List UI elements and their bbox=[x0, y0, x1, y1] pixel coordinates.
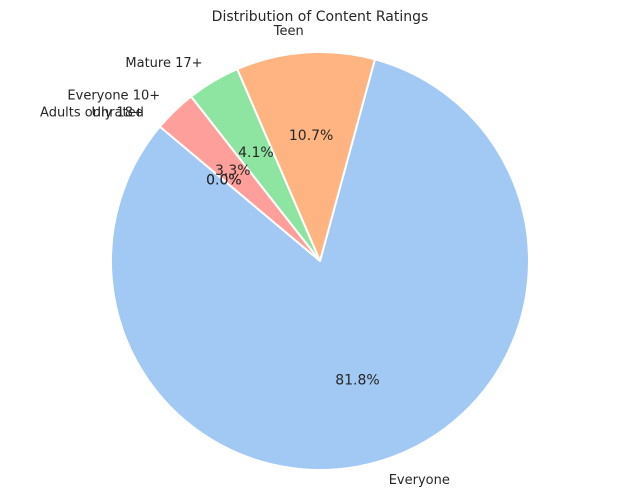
pie-slices bbox=[110, 51, 530, 471]
slice-percent-everyone: 81.8% bbox=[335, 373, 379, 389]
chart-title: Distribution of Content Ratings bbox=[212, 9, 429, 25]
slice-label-unrated: Unrated bbox=[91, 106, 143, 121]
slice-label-adults-only-18: Adults only 18+ bbox=[40, 106, 144, 121]
slice-label-teen: Teen bbox=[273, 24, 304, 39]
slice-percent-mature-17: 4.1% bbox=[238, 145, 274, 161]
slice-percent-adults-only-18: 0.0% bbox=[206, 172, 242, 188]
pie-slice-everyone bbox=[110, 58, 530, 471]
slice-percent-teen: 10.7% bbox=[289, 128, 333, 144]
pie-slice-teen bbox=[236, 51, 376, 262]
slice-label-everyone: Everyone bbox=[389, 473, 450, 488]
slice-percent-unrated: 0.0% bbox=[206, 172, 242, 188]
slice-label-everyone-10: Everyone 10+ bbox=[67, 88, 160, 103]
slice-label-mature-17: Mature 17+ bbox=[125, 56, 202, 71]
slice-percent-everyone-10: 3.3% bbox=[215, 163, 251, 179]
pie-labels: Everyone 81.8% Teen 10.7% Mature 17+ 4.1% Ever… bbox=[40, 24, 450, 488]
pie-slice-everyone-10 bbox=[158, 95, 321, 262]
